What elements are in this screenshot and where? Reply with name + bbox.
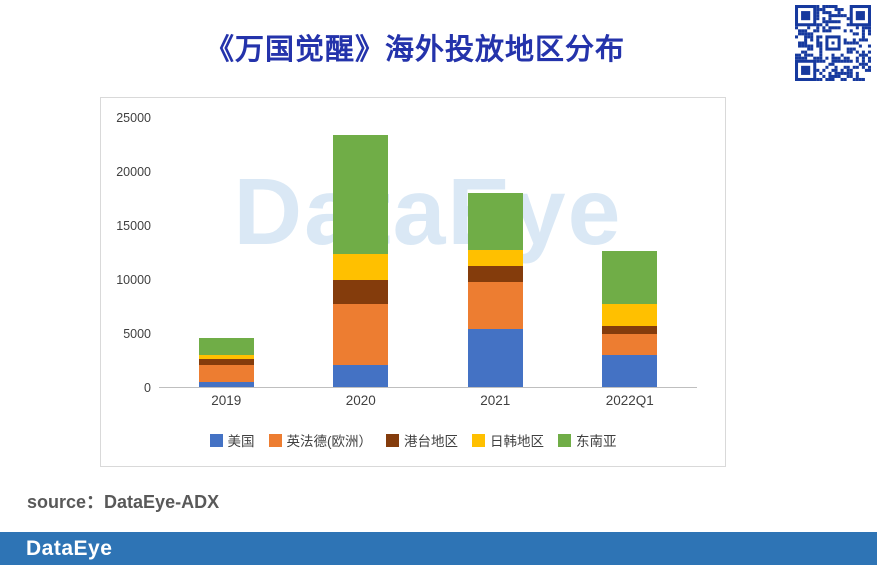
page-title: 《万国觉醒》海外投放地区分布 xyxy=(204,34,625,66)
bar-2022Q1 xyxy=(602,251,658,387)
bar-segment xyxy=(602,325,658,335)
legend-label: 东南亚 xyxy=(576,434,617,449)
y-axis: 0 5000 10000 15000 20000 25000 xyxy=(101,111,159,395)
legend-label: 港台地区 xyxy=(404,434,458,449)
x-tick-label: 2020 xyxy=(345,393,376,408)
bar-segment xyxy=(198,338,254,355)
dataeye-logo: DataEye xyxy=(26,536,113,560)
legend: 美国 英法德(欧洲） 港台地区 日韩地区 东南亚 xyxy=(101,430,725,450)
legend-item: 东南亚 xyxy=(558,430,617,450)
y-tick-label: 0 xyxy=(144,381,151,395)
bar-2020 xyxy=(333,135,389,387)
bar-segment xyxy=(467,192,523,250)
chart-area: 0 5000 10000 15000 20000 25000 DataEye xyxy=(101,98,725,395)
source-line: source：DataEye-ADX xyxy=(27,488,219,514)
x-tick-label: 2021 xyxy=(480,393,511,408)
bar-segment xyxy=(333,254,389,281)
bar-segment xyxy=(198,354,254,359)
y-tick-label: 10000 xyxy=(116,273,151,287)
bar-segment xyxy=(198,365,254,382)
chart-card: 0 5000 10000 15000 20000 25000 DataEye 2019 20… xyxy=(100,97,726,467)
legend-item: 日韩地区 xyxy=(472,430,544,450)
bar-segment xyxy=(333,135,389,255)
bar-segment xyxy=(198,358,254,366)
legend-label: 日韩地区 xyxy=(490,434,544,449)
y-tick-label: 15000 xyxy=(116,219,151,233)
bar-2021 xyxy=(467,192,523,387)
y-tick-label: 5000 xyxy=(123,327,151,341)
legend-item: 美国 xyxy=(209,430,255,450)
footer-bar: DataEye xyxy=(0,532,877,565)
legend-item: 英法德(欧洲） xyxy=(268,430,373,450)
bar-segment xyxy=(602,334,658,355)
source-prefix: source： xyxy=(27,492,105,512)
bar-2019 xyxy=(198,338,254,387)
legend-swatch xyxy=(558,433,571,447)
source-value: DataEye-ADX xyxy=(104,492,220,512)
bar-segment xyxy=(198,381,254,387)
bar-segment xyxy=(333,280,389,304)
x-tick-label: 2022Q1 xyxy=(605,393,654,408)
legend-label: 美国 xyxy=(227,434,255,449)
bar-segment xyxy=(467,282,523,329)
bar-segment xyxy=(467,328,523,387)
legend-swatch xyxy=(209,433,223,447)
legend-item: 港台地区 xyxy=(386,430,458,450)
y-tick-label: 20000 xyxy=(116,165,151,179)
legend-label: 英法德(欧洲） xyxy=(286,434,373,449)
bar-segment xyxy=(602,251,658,304)
bar-segment xyxy=(467,249,523,267)
legend-swatch xyxy=(472,433,485,447)
bar-segment xyxy=(333,365,389,387)
plot-area: DataEye xyxy=(159,118,697,388)
bar-segment xyxy=(333,303,389,366)
y-tick-label: 25000 xyxy=(116,111,151,125)
qr-code xyxy=(795,5,871,81)
x-tick-label: 2019 xyxy=(211,393,242,408)
bar-segment xyxy=(467,266,523,283)
x-axis-labels: 2019 2020 2021 2022Q1 xyxy=(159,393,697,408)
legend-swatch xyxy=(386,433,399,447)
legend-swatch xyxy=(268,433,282,447)
bar-segment xyxy=(602,303,658,326)
bar-segment xyxy=(602,354,658,387)
